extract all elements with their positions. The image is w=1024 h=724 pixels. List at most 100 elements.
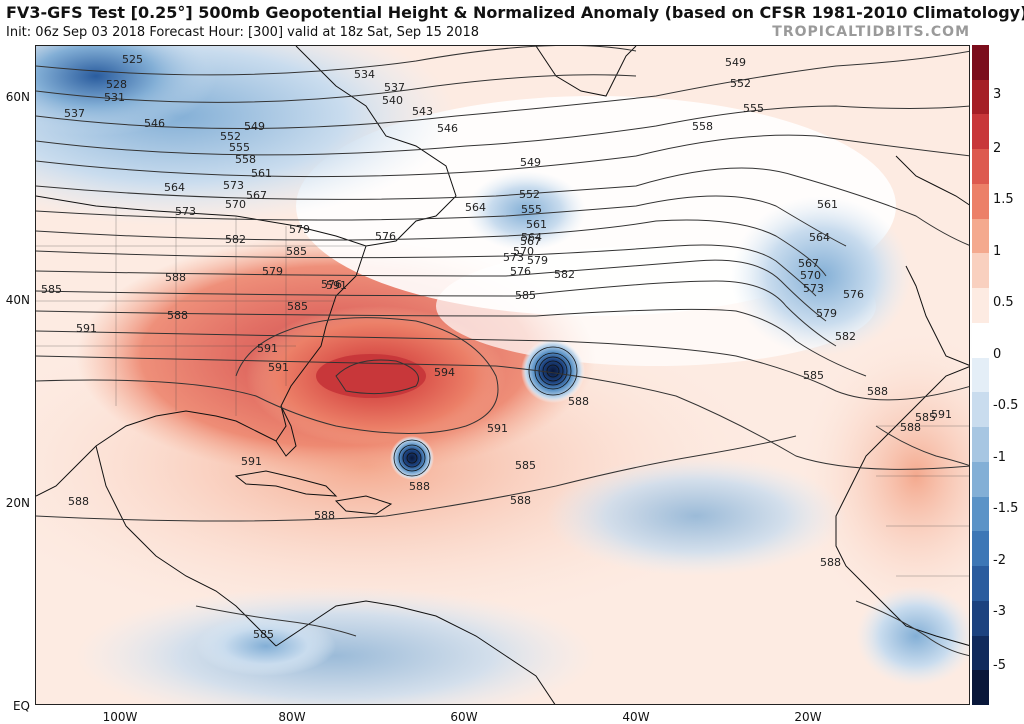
contour-label: 579 <box>262 265 283 278</box>
contour-label: 576 <box>321 278 342 291</box>
contour-label: 591 <box>931 408 952 421</box>
contour-label: 585 <box>515 289 536 302</box>
contour-label: 555 <box>229 141 250 154</box>
contour-label: 591 <box>257 342 278 355</box>
contour-label: 540 <box>382 94 403 107</box>
contour-label: 585 <box>515 459 536 472</box>
colorbar-segment <box>972 392 989 428</box>
contour-label: 585 <box>287 300 308 313</box>
colorbar-label: -1.5 <box>993 501 1019 516</box>
contour-label: 591 <box>268 361 289 374</box>
colorbar-segment <box>972 635 989 671</box>
colorbar-segment <box>972 531 989 567</box>
colorbar-segment <box>972 566 989 602</box>
contour-label: 579 <box>289 223 310 236</box>
contour-label: 564 <box>809 231 830 244</box>
lat-label-eq: EQ <box>12 699 30 713</box>
contour-label: 591 <box>326 279 347 292</box>
height-contours <box>36 46 969 657</box>
contour-label: 564 <box>164 181 185 194</box>
coastlines <box>36 46 969 704</box>
colorbar-segment <box>972 79 989 115</box>
contour-label: 528 <box>106 78 127 91</box>
colorbar-segment <box>972 461 989 498</box>
colorbar-segment <box>972 114 989 150</box>
colorbar-segment <box>972 322 989 359</box>
lat-label-40n: 40N <box>5 293 30 307</box>
colorbar-segment <box>972 183 989 220</box>
contour-label: 588 <box>167 309 188 322</box>
lat-label-60n: 60N <box>5 90 30 104</box>
anomaly-cold-newfoundland <box>466 171 586 251</box>
contour-label: 573 <box>803 282 824 295</box>
contour-label: 549 <box>725 56 746 69</box>
contour-label: 579 <box>816 307 837 320</box>
colorbar-label: -1 <box>993 450 1006 465</box>
contour-label: 552 <box>730 77 751 90</box>
lon-label-60w: 60W <box>450 710 478 724</box>
lon-label-100w: 100W <box>102 710 138 724</box>
contour-label: 588 <box>165 271 186 284</box>
contour-label: 546 <box>144 117 165 130</box>
contour-label: 588 <box>867 385 888 398</box>
contour-label: 570 <box>800 269 821 282</box>
colorbar-segment <box>972 149 989 185</box>
colorbar-segment <box>972 288 989 324</box>
colorbar-label: 0 <box>993 347 1002 362</box>
colorbar-label: 3 <box>993 87 1002 102</box>
lon-label-20w: 20W <box>794 710 822 724</box>
contour-label: 534 <box>354 68 375 81</box>
contour-label: 594 <box>434 366 455 379</box>
contour-label: 567 <box>798 257 819 270</box>
map-title: FV3-GFS Test [0.25°] 500mb Geopotential … <box>6 3 1024 22</box>
anomaly-cold-trough <box>731 196 911 356</box>
contour-label: 591 <box>76 322 97 335</box>
colorbar-label: 0.5 <box>993 295 1014 310</box>
contour-label: 585 <box>803 369 824 382</box>
contour-label: 588 <box>820 556 841 569</box>
colorbar-label: 1 <box>993 244 1002 259</box>
lat-label-20n: 20N <box>5 496 30 510</box>
contour-label: 591 <box>487 422 508 435</box>
contour-label: 591 <box>241 455 262 468</box>
contour-label: 555 <box>521 203 542 216</box>
contour-label: 588 <box>314 509 335 522</box>
anomaly-colorbar <box>972 45 989 706</box>
contour-label: 585 <box>253 628 274 641</box>
contour-label: 567 <box>520 235 541 248</box>
contour-label: 525 <box>122 53 143 66</box>
colorbar-segment <box>972 427 989 463</box>
colorbar-segment <box>972 496 989 532</box>
contour-label: 588 <box>568 395 589 408</box>
contour-label: 570 <box>225 198 246 211</box>
colorbar-label: 2 <box>993 141 1002 156</box>
colorbar-segment <box>972 670 989 706</box>
contour-label: 573 <box>503 251 524 264</box>
contour-label: 561 <box>251 167 272 180</box>
contour-label: 546 <box>437 122 458 135</box>
contour-label: 573 <box>175 205 196 218</box>
contour-label: 588 <box>409 480 430 493</box>
contour-label: 582 <box>835 330 856 343</box>
anomaly-cold-westafrica <box>856 586 969 686</box>
colorbar-label: -0.5 <box>993 398 1019 413</box>
contour-label: 570 <box>513 245 534 258</box>
contour-label: 552 <box>220 130 241 143</box>
anomaly-cold-tropical <box>546 456 846 576</box>
contour-label: 576 <box>375 230 396 243</box>
contour-label: 552 <box>519 188 540 201</box>
contour-label: 582 <box>225 233 246 246</box>
colorbar-segment <box>972 218 989 254</box>
contour-label: 537 <box>384 81 405 94</box>
contour-label: 543 <box>412 105 433 118</box>
contour-label: 576 <box>843 288 864 301</box>
contour-label: 585 <box>41 283 62 296</box>
political-borders <box>36 206 969 577</box>
colorbar-segment <box>972 600 989 637</box>
map-panel: 525 528 531 537 534 537 540 543 546 546 549 552 555 5… <box>35 45 970 705</box>
hurricane-west <box>390 436 434 480</box>
colorbar-label: -5 <box>993 658 1006 673</box>
contour-label: 561 <box>817 198 838 211</box>
credit-watermark: TROPICALTIDBITS.COM <box>772 24 970 40</box>
